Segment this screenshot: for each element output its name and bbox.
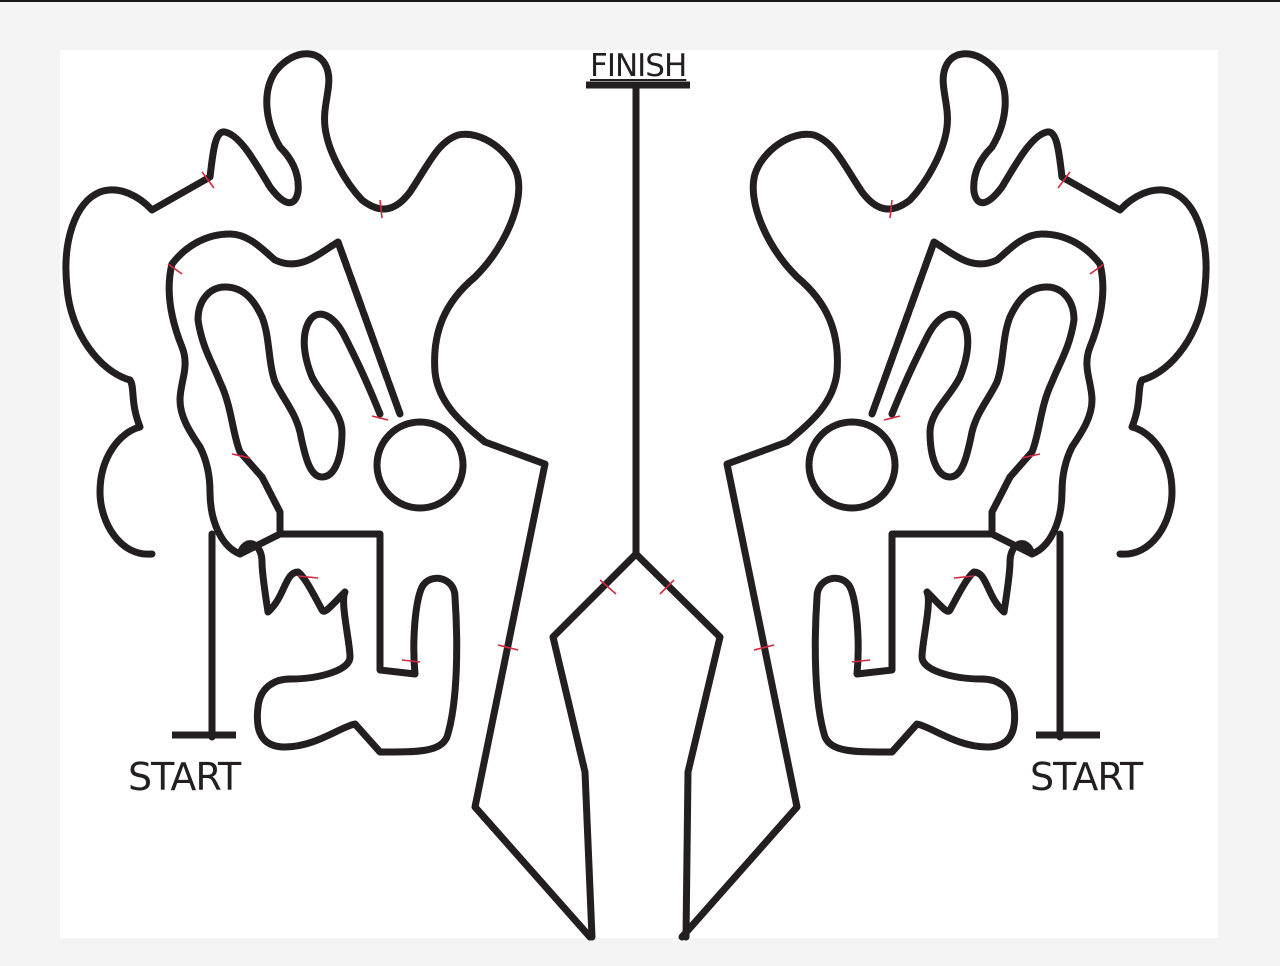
checkpoint-mark (167, 263, 183, 275)
checkpoint-mark (599, 579, 617, 595)
center-fork (549, 550, 724, 941)
left-inner-ring (165, 230, 404, 558)
right-checkpoints (753, 171, 1105, 663)
right-dashed-bridge (868, 238, 938, 418)
checkpoint-mark (371, 415, 389, 421)
finish-label: FINISH (590, 48, 687, 84)
checkpoint-mark (953, 575, 975, 579)
center-path (549, 81, 724, 941)
checkpoint-mark (201, 171, 215, 189)
right-connector (988, 473, 1014, 538)
left-outer-boundary (62, 50, 594, 941)
right-inner-ring (868, 230, 1107, 558)
left-checkpoints (167, 171, 519, 663)
right-inner-fingers (811, 530, 1064, 756)
checkpoint-mark (659, 579, 675, 595)
checkpoint-mark (297, 575, 319, 579)
checkpoint-mark (231, 453, 251, 459)
right-circle (805, 418, 899, 512)
right-maze (678, 50, 1210, 941)
left-inner-fingers (208, 530, 461, 756)
checkpoint-mark (1057, 171, 1071, 189)
checkpoint-mark (401, 659, 421, 663)
checkpoint-mark (379, 199, 383, 219)
start-label-right: START (1030, 755, 1143, 799)
right-inner-tongues (888, 283, 1078, 481)
left-dashed-bridge (334, 238, 404, 418)
checkpoint-mark (497, 644, 519, 651)
left-connector (258, 473, 284, 538)
left-maze (62, 50, 594, 941)
start-label-left: START (128, 755, 241, 799)
checkpoint-mark (1021, 453, 1041, 459)
left-inner-tongues (194, 283, 384, 481)
right-outer-boundary (678, 50, 1210, 941)
checkpoint-mark (753, 644, 775, 651)
checkpoint-mark (889, 199, 893, 219)
checkpoint-mark (883, 415, 901, 421)
left-circle (373, 418, 467, 512)
checkpoint-mark (851, 659, 871, 663)
checkpoint-mark (1089, 263, 1105, 275)
